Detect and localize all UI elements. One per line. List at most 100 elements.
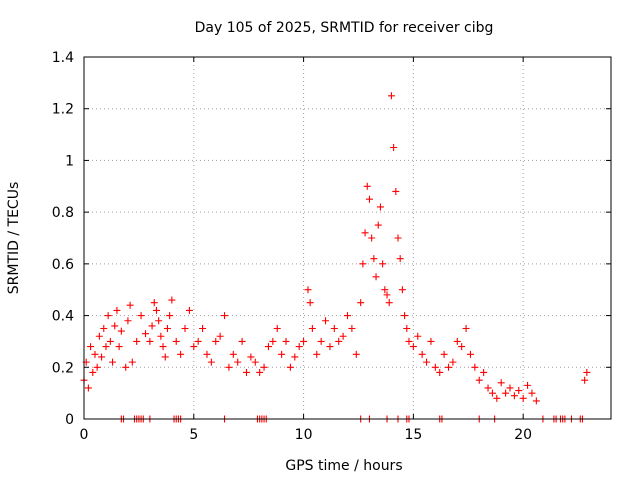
data-point (207, 358, 215, 366)
data-point (409, 343, 417, 351)
data-point (306, 299, 314, 307)
data-point (166, 312, 174, 320)
x-tick-label: 20 (514, 427, 532, 443)
data-point (365, 195, 373, 203)
data-point (185, 306, 193, 314)
data-point (269, 337, 277, 345)
data-point (126, 301, 134, 309)
data-point (91, 350, 99, 358)
data-point (260, 363, 268, 371)
axis-ticks: 0 5 10 15 20 0 0.2 0.4 0.6 0.8 1 1.2 1.4 (52, 50, 611, 443)
data-point (229, 350, 237, 358)
y-tick-label: 0.6 (52, 257, 74, 273)
data-point (308, 325, 316, 332)
data-point (379, 260, 387, 268)
data-point (394, 234, 402, 242)
data-point (317, 337, 325, 345)
data-point (181, 325, 189, 332)
data-point (282, 337, 290, 345)
data-point (247, 353, 255, 361)
data-point (370, 255, 378, 263)
x-tick-label: 15 (404, 427, 422, 443)
data-point (273, 325, 281, 332)
data-point (363, 182, 371, 190)
data-point (313, 350, 321, 358)
data-point (111, 322, 119, 330)
y-tick-label: 0.2 (52, 360, 74, 376)
data-point (177, 350, 185, 358)
data-point (203, 350, 211, 358)
data-point (168, 296, 176, 304)
data-point (524, 381, 532, 389)
data-point (583, 368, 591, 376)
data-point (300, 337, 308, 345)
data-point (581, 376, 589, 384)
data-point (436, 368, 444, 376)
data-point (93, 363, 101, 371)
data-point (372, 273, 380, 281)
data-point (278, 350, 286, 358)
grid-lines (84, 57, 611, 419)
data-point (225, 363, 233, 371)
data-point (128, 358, 136, 366)
data-point (238, 337, 246, 345)
data-point (506, 384, 514, 392)
data-point (100, 325, 108, 332)
data-point (133, 337, 141, 345)
data-point (115, 343, 123, 351)
data-point (124, 317, 132, 325)
data-point (304, 286, 312, 294)
data-point (453, 337, 461, 345)
data-point (374, 221, 382, 229)
data-point (423, 358, 431, 366)
data-point (157, 332, 165, 340)
data-point (515, 387, 523, 395)
data-point (385, 299, 393, 307)
data-point (326, 343, 334, 351)
data-point (383, 291, 391, 299)
data-point (87, 343, 95, 351)
data-point (106, 337, 114, 345)
data-point (155, 317, 163, 325)
data-point (150, 299, 158, 307)
data-point (322, 317, 330, 325)
data-point (390, 144, 398, 151)
y-tick-label: 0.8 (52, 205, 74, 221)
data-point (152, 306, 160, 314)
data-point (519, 394, 527, 402)
data-point (528, 389, 536, 397)
data-point (295, 343, 303, 351)
data-point (161, 353, 169, 361)
data-point (427, 337, 435, 345)
data-point (532, 397, 540, 405)
x-tick-label: 0 (80, 427, 89, 443)
data-point (141, 330, 149, 338)
x-axis-label: GPS time / hours (285, 458, 402, 474)
data-point (256, 368, 264, 376)
data-point (381, 286, 389, 294)
data-point (98, 353, 106, 361)
data-point (104, 312, 112, 320)
data-point (440, 350, 448, 358)
data-point (357, 299, 365, 307)
y-tick-label: 1.2 (52, 102, 74, 118)
data-point (335, 337, 343, 345)
data-point (431, 363, 439, 371)
data-point (194, 337, 202, 345)
data-point (449, 358, 457, 366)
data-point (159, 343, 167, 351)
data-point (146, 337, 154, 345)
data-point (113, 306, 121, 314)
data-point (480, 368, 488, 376)
data-point (89, 368, 97, 376)
y-tick-label: 0.4 (52, 309, 74, 325)
data-point (216, 332, 224, 340)
data-points (80, 92, 591, 423)
data-point (418, 350, 426, 358)
data-point (387, 92, 395, 100)
data-point (251, 358, 259, 366)
plot-frame (83, 56, 612, 420)
x-tick-label: 10 (295, 427, 313, 443)
y-tick-label: 1.4 (52, 50, 74, 66)
data-point (368, 234, 376, 242)
